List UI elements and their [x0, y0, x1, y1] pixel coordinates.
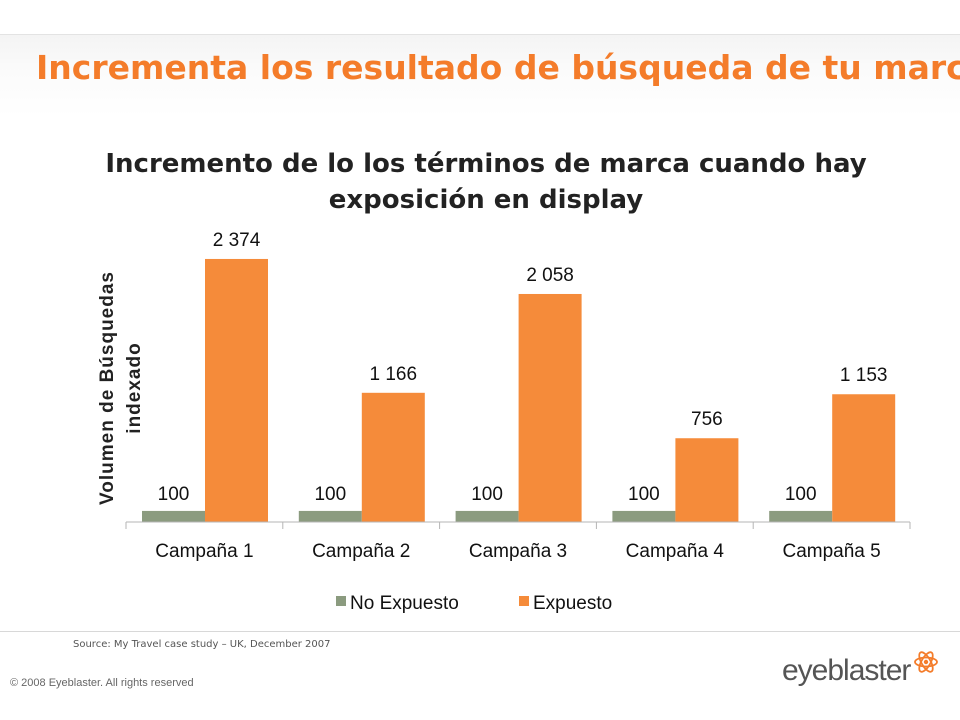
data-label-expuesto: 2 058: [526, 265, 574, 286]
bar-no-expuesto: [769, 510, 833, 522]
atom-icon: [914, 651, 939, 673]
y-axis-label-line-1: Volumen de Búsquedas: [97, 271, 118, 505]
data-label-no-expuesto: 100: [628, 484, 660, 505]
data-label-expuesto: 1 166: [370, 364, 418, 385]
legend-label-expuesto: Expuesto: [533, 593, 612, 614]
data-label-no-expuesto: 100: [785, 484, 817, 505]
legend-label-no-expuesto: No Expuesto: [350, 593, 459, 614]
legend-swatch-expuesto: [519, 596, 529, 606]
bar-no-expuesto: [612, 510, 676, 522]
data-label-no-expuesto: 100: [314, 484, 346, 505]
x-tick-label: Campaña 2: [312, 541, 410, 562]
bar-expuesto: [518, 293, 582, 522]
data-label-expuesto: 1 153: [840, 365, 888, 386]
legend-swatch-no-expuesto: [336, 596, 346, 606]
bar-expuesto: [205, 258, 268, 522]
data-label-expuesto: 756: [691, 409, 723, 430]
data-label-no-expuesto: 100: [471, 484, 503, 505]
x-tick-label: Campaña 1: [155, 541, 253, 562]
bar-expuesto: [832, 394, 896, 522]
eyeblaster-logo: eyeblaster: [782, 650, 939, 692]
y-axis-label-line-2: indexado: [124, 342, 145, 433]
chart-title-line-1: Incremento de lo los términos de marca c…: [105, 149, 866, 179]
header-band: [0, 34, 960, 117]
bar-expuesto: [675, 438, 739, 522]
source-divider: [0, 631, 960, 632]
bar-no-expuesto: [455, 510, 519, 522]
bar-expuesto: [361, 392, 425, 522]
data-label-expuesto: 2 374: [213, 230, 261, 251]
copyright-note: © 2008 Eyeblaster. All rights reserved: [10, 677, 194, 689]
x-tick-label: Campaña 4: [626, 541, 725, 562]
source-note: Source: My Travel case study – UK, Decem…: [73, 639, 331, 650]
logo-wordmark: eyeblaster: [782, 654, 911, 687]
x-tick-label: Campaña 5: [782, 541, 880, 562]
bar-no-expuesto: [298, 510, 362, 522]
data-label-no-expuesto: 100: [158, 484, 190, 505]
slide-title: Incrementa los resultado de búsqueda de …: [36, 48, 960, 87]
chart-title-line-2: exposición en display: [329, 185, 643, 215]
x-tick-label: Campaña 3: [469, 541, 567, 562]
bar-no-expuesto: [142, 510, 205, 522]
